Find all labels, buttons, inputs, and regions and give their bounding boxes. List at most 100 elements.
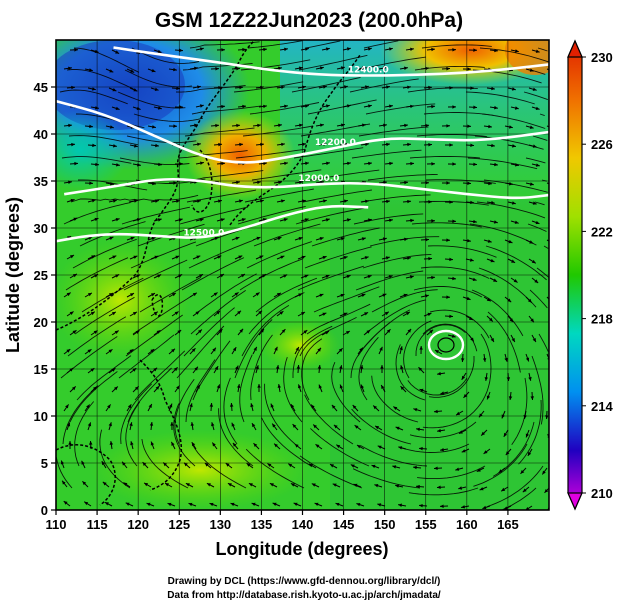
streamline-152 — [518, 399, 542, 465]
wind-vector-head — [353, 483, 358, 487]
streamline-35 — [539, 113, 545, 117]
wind-vector-head — [468, 316, 473, 320]
wind-vector-351 — [381, 311, 390, 317]
wind-vector-486 — [190, 422, 194, 431]
wind-vector-head — [60, 460, 65, 465]
wind-vector-535 — [204, 462, 212, 469]
wind-vector-163 — [468, 162, 478, 166]
wind-vector-head — [440, 391, 445, 395]
wind-vector-41 — [420, 66, 429, 71]
wind-vector-432 — [69, 386, 77, 393]
streamline-7 — [479, 47, 549, 63]
wind-vector-578 — [104, 501, 113, 507]
wind-vector-24 — [63, 66, 72, 71]
wind-vector-186 — [442, 181, 450, 185]
streamline-60 — [425, 179, 496, 184]
streamline-104 — [355, 270, 424, 291]
wind-vector-36 — [315, 66, 324, 70]
wind-vector-324 — [315, 293, 324, 298]
wind-vector-head — [278, 123, 282, 128]
wind-vector-head — [278, 180, 282, 184]
wind-vector-head — [461, 505, 465, 509]
wind-vector-406 — [525, 353, 530, 362]
wind-vector-head — [288, 463, 293, 468]
wind-vector-310 — [531, 277, 539, 284]
wind-vector-336 — [66, 311, 74, 317]
wind-vector-26 — [105, 68, 114, 73]
wind-vector-360 — [69, 329, 77, 336]
wind-vector-head — [144, 482, 149, 487]
wind-vector-176 — [231, 180, 240, 185]
wind-vector-head — [488, 124, 492, 129]
wind-vector-head — [109, 125, 114, 129]
wind-vector-head — [400, 365, 404, 370]
wind-vector-head — [466, 296, 471, 301]
wind-vector-114 — [441, 124, 451, 128]
wind-vector-523 — [461, 448, 470, 453]
wind-vector-head — [320, 123, 324, 127]
wind-vector-head — [514, 220, 519, 224]
wind-vector-379 — [468, 334, 475, 342]
wind-vector-16 — [405, 47, 414, 51]
y-tick-label-2: 10 — [34, 409, 48, 424]
y-tick-label-9: 45 — [34, 80, 48, 95]
wind-vector-head — [109, 236, 114, 240]
wind-vector-350 — [360, 311, 369, 317]
wind-vector-head — [509, 125, 513, 129]
wind-vector-head — [335, 502, 340, 507]
wind-vector-278 — [360, 256, 369, 260]
wind-vector-head — [361, 293, 366, 297]
wind-vector-head — [133, 255, 138, 259]
contour-label-0: 12400.0 — [348, 66, 389, 76]
wind-vector-399 — [378, 346, 383, 355]
wind-vector-head — [112, 88, 117, 92]
wind-vector-550 — [520, 467, 527, 475]
streamline-58 — [309, 169, 380, 181]
wind-vector-head — [242, 47, 246, 52]
wind-vector-86 — [363, 104, 372, 108]
wind-vector-562 — [269, 482, 278, 488]
wind-vector-201 — [255, 199, 264, 203]
streamline-179 — [487, 465, 544, 507]
y-tick-label-0: 0 — [41, 503, 48, 518]
wind-vector-113 — [420, 123, 430, 128]
wind-vector-head — [74, 48, 78, 52]
wind-vector-head — [221, 48, 225, 52]
wind-vector-head — [184, 462, 188, 467]
wind-vector-341 — [171, 311, 179, 317]
wind-vector-21 — [510, 49, 519, 53]
anticyclone-ring — [427, 329, 465, 361]
wind-vector-228 — [321, 218, 330, 222]
wind-vector-98 — [105, 125, 114, 129]
wind-vector-50 — [108, 87, 117, 92]
wind-vector-head — [169, 403, 173, 408]
streamline-29 — [191, 105, 262, 115]
wind-vector-585 — [251, 502, 260, 507]
wind-vector-head — [404, 66, 408, 70]
wind-vector-208 — [402, 199, 412, 204]
wind-vector-69 — [507, 87, 516, 91]
wind-vector-10 — [279, 47, 288, 52]
wind-vector-542 — [350, 464, 359, 469]
wind-vector-552 — [61, 480, 68, 488]
wind-vector-head — [148, 404, 152, 408]
wind-vector-head — [66, 292, 71, 297]
streamline-49 — [293, 147, 364, 159]
streamline-117 — [74, 296, 135, 335]
wind-vector-head — [317, 365, 322, 369]
wind-vector-287 — [550, 259, 557, 264]
wind-vector-head — [227, 483, 232, 487]
wind-vector-head — [400, 386, 405, 390]
wind-vector-head — [88, 236, 93, 240]
wind-vector-head — [163, 462, 167, 467]
streamline-85 — [311, 227, 380, 247]
wind-vector-15 — [384, 47, 393, 51]
wind-vector-242 — [105, 236, 114, 241]
streamline-88 — [485, 245, 547, 281]
wind-vector-46 — [525, 68, 534, 72]
wind-vector-348 — [318, 312, 327, 317]
wind-vector-head — [479, 487, 484, 491]
streamline-14 — [356, 56, 426, 71]
wind-vector-head — [175, 255, 180, 259]
streamline-91 — [130, 241, 197, 269]
